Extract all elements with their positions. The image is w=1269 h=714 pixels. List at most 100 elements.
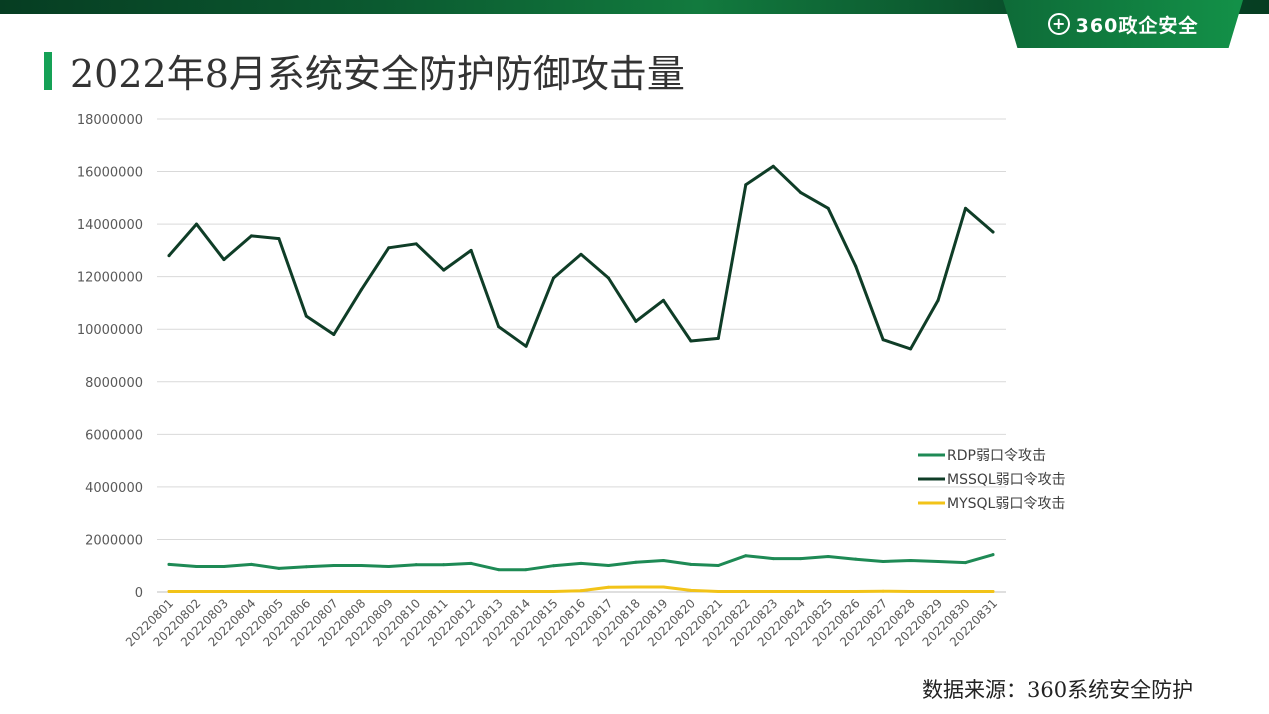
- data-point: [359, 589, 363, 593]
- data-point: [826, 555, 830, 559]
- data-point: [469, 589, 473, 593]
- data-point: [579, 561, 583, 565]
- data-point: [716, 336, 720, 340]
- data-point: [881, 589, 885, 593]
- data-point: [606, 563, 610, 567]
- brand-logo: + 360政企安全: [1003, 0, 1243, 48]
- data-point: [497, 325, 501, 329]
- data-point: [524, 344, 528, 348]
- legend-label: MSSQL弱口令攻击: [947, 472, 1066, 488]
- data-point: [552, 276, 556, 280]
- data-point: [854, 557, 858, 561]
- series-line: [167, 164, 995, 351]
- data-point: [826, 206, 830, 210]
- data-point: [442, 268, 446, 272]
- data-point: [359, 563, 363, 567]
- data-point: [716, 563, 720, 567]
- data-point: [634, 319, 638, 323]
- data-point: [222, 565, 226, 569]
- title-accent-bar: [44, 52, 52, 90]
- data-point: [936, 298, 940, 302]
- data-point: [634, 560, 638, 564]
- data-point: [332, 563, 336, 567]
- data-point: [414, 242, 418, 246]
- legend-label: MYSQL弱口令攻击: [947, 496, 1065, 512]
- y-tick-label: 10000000: [77, 323, 143, 338]
- data-point: [799, 191, 803, 195]
- data-point: [991, 553, 995, 557]
- data-point: [661, 298, 665, 302]
- data-point: [744, 589, 748, 593]
- data-point: [689, 562, 693, 566]
- data-point: [964, 589, 968, 593]
- data-point: [524, 589, 528, 593]
- data-point: [606, 585, 610, 589]
- data-point: [964, 561, 968, 565]
- data-point: [771, 557, 775, 561]
- data-point: [332, 332, 336, 336]
- y-tick-label: 6000000: [85, 428, 143, 443]
- data-point: [744, 183, 748, 187]
- y-tick-label: 4000000: [85, 481, 143, 496]
- y-tick-label: 12000000: [77, 271, 143, 286]
- data-point: [167, 254, 171, 258]
- data-point: [991, 589, 995, 593]
- data-point: [359, 288, 363, 292]
- data-point: [414, 589, 418, 593]
- y-tick-label: 2000000: [85, 533, 143, 548]
- plus-circle-icon: +: [1047, 13, 1070, 35]
- data-point: [387, 246, 391, 250]
- data-point: [909, 347, 913, 351]
- top-banner: [0, 0, 1269, 14]
- data-point: [332, 589, 336, 593]
- data-point: [579, 589, 583, 593]
- data-point: [771, 589, 775, 593]
- data-point: [222, 589, 226, 593]
- legend-label: RDP弱口令攻击: [947, 448, 1046, 464]
- data-point: [304, 565, 308, 569]
- data-point: [826, 589, 830, 593]
- data-point: [277, 589, 281, 593]
- data-point: [497, 568, 501, 572]
- data-point: [689, 339, 693, 343]
- source-note: 数据来源：360系统安全防护: [922, 678, 1194, 702]
- data-point: [167, 562, 171, 566]
- y-tick-label: 18000000: [77, 113, 143, 128]
- data-point: [497, 589, 501, 593]
- data-point: [936, 560, 940, 564]
- data-point: [249, 234, 253, 238]
- data-point: [469, 248, 473, 252]
- y-tick-label: 8000000: [85, 376, 143, 391]
- data-point: [771, 164, 775, 168]
- data-point: [909, 558, 913, 562]
- data-point: [936, 589, 940, 593]
- data-point: [799, 557, 803, 561]
- data-point: [881, 560, 885, 564]
- data-point: [194, 565, 198, 569]
- y-tick-label: 16000000: [77, 166, 143, 181]
- data-point: [799, 589, 803, 593]
- data-point: [634, 585, 638, 589]
- data-point: [881, 338, 885, 342]
- data-point: [552, 589, 556, 593]
- y-tick-label: 0: [135, 586, 143, 601]
- data-point: [854, 589, 858, 593]
- data-point: [524, 568, 528, 572]
- data-point: [991, 230, 995, 234]
- data-point: [469, 561, 473, 565]
- data-point: [387, 565, 391, 569]
- data-point: [414, 563, 418, 567]
- data-point: [167, 589, 171, 593]
- data-point: [716, 589, 720, 593]
- y-tick-label: 14000000: [77, 218, 143, 233]
- data-point: [304, 589, 308, 593]
- data-point: [442, 563, 446, 567]
- data-point: [552, 564, 556, 568]
- data-point: [194, 222, 198, 226]
- data-point: [442, 589, 446, 593]
- data-point: [249, 562, 253, 566]
- brand-text: 360政企安全: [1075, 14, 1199, 37]
- data-point: [579, 252, 583, 256]
- data-point: [277, 566, 281, 570]
